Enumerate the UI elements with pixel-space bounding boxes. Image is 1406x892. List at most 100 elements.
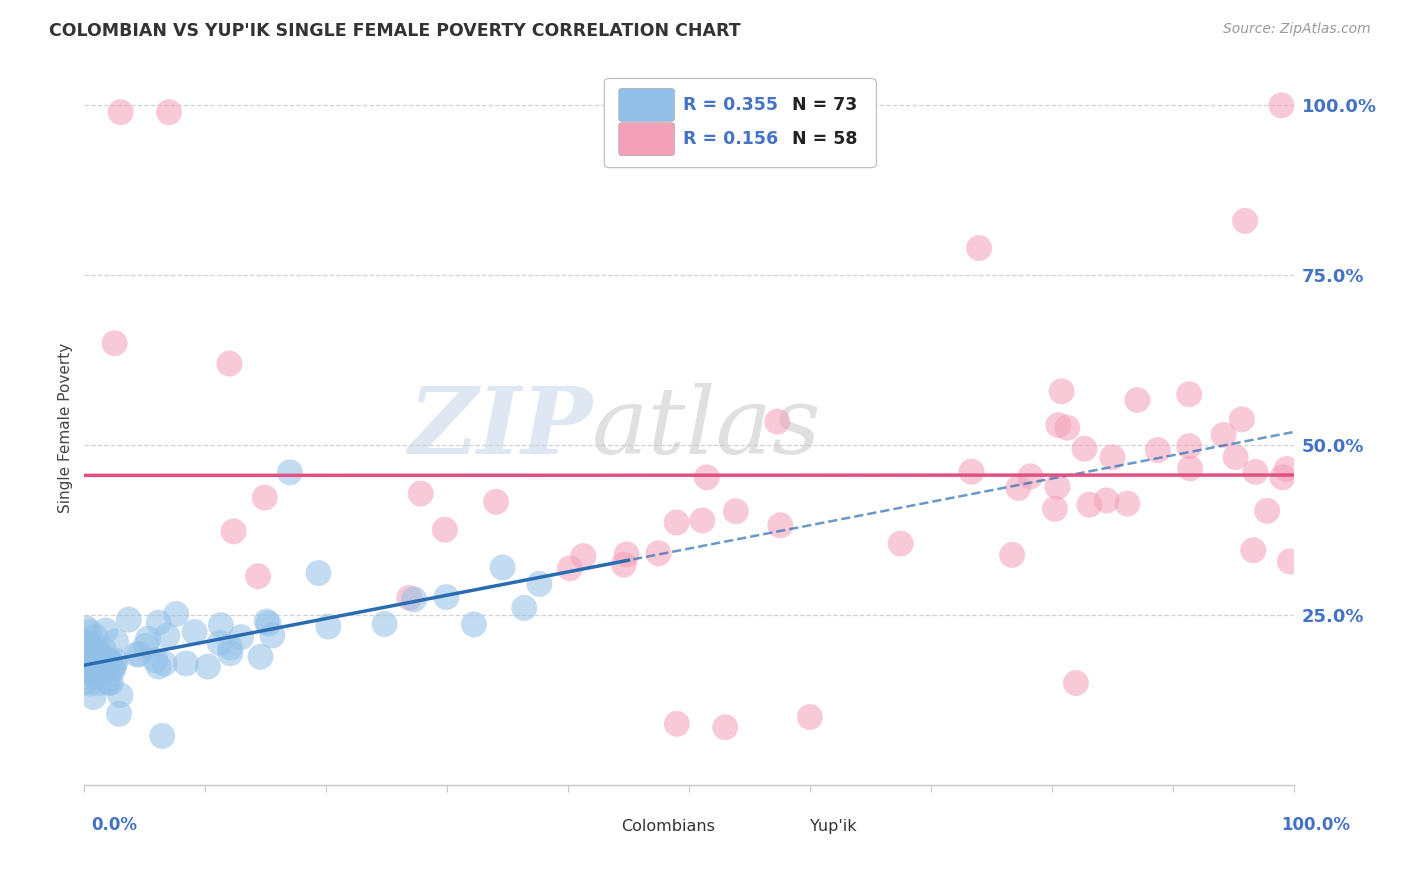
Point bbox=[222, 524, 245, 539]
Point bbox=[75, 660, 97, 674]
FancyBboxPatch shape bbox=[605, 78, 876, 168]
Point bbox=[97, 653, 120, 667]
Point bbox=[1095, 493, 1118, 508]
Point bbox=[148, 615, 170, 630]
Point bbox=[90, 655, 112, 669]
Point bbox=[82, 665, 104, 680]
Point bbox=[98, 654, 121, 668]
Point bbox=[93, 642, 115, 657]
Point bbox=[1073, 442, 1095, 456]
Text: R = 0.156: R = 0.156 bbox=[683, 130, 778, 148]
Point bbox=[218, 357, 240, 371]
Point bbox=[433, 523, 456, 537]
Point bbox=[1178, 461, 1201, 475]
Point bbox=[1270, 98, 1292, 112]
Point bbox=[105, 634, 128, 648]
Point bbox=[256, 615, 278, 629]
Text: Colombians: Colombians bbox=[621, 819, 716, 834]
Point bbox=[398, 591, 420, 605]
FancyBboxPatch shape bbox=[740, 812, 801, 840]
Point bbox=[80, 640, 103, 655]
Text: Source: ZipAtlas.com: Source: ZipAtlas.com bbox=[1223, 22, 1371, 37]
Point bbox=[100, 675, 122, 690]
Point bbox=[157, 105, 180, 120]
Point bbox=[1275, 462, 1298, 476]
Point bbox=[90, 667, 112, 681]
Point bbox=[257, 616, 280, 631]
Point bbox=[1078, 498, 1101, 512]
Point bbox=[1225, 450, 1247, 464]
Point bbox=[87, 676, 110, 690]
Point bbox=[616, 548, 638, 562]
Point bbox=[1043, 501, 1066, 516]
Point bbox=[1116, 497, 1139, 511]
Point bbox=[262, 628, 284, 642]
Point bbox=[75, 657, 97, 671]
Point bbox=[1256, 504, 1278, 518]
Point bbox=[278, 466, 301, 480]
Point bbox=[79, 676, 101, 690]
Point bbox=[87, 668, 110, 682]
Text: atlas: atlas bbox=[592, 384, 821, 473]
Y-axis label: Single Female Poverty: Single Female Poverty bbox=[58, 343, 73, 513]
Point bbox=[613, 558, 636, 572]
Point bbox=[229, 630, 252, 644]
Point bbox=[434, 590, 457, 604]
Point bbox=[197, 659, 219, 673]
Point bbox=[1234, 214, 1257, 228]
Point bbox=[799, 710, 821, 724]
Point bbox=[647, 546, 669, 560]
Point bbox=[75, 674, 97, 689]
Point bbox=[318, 619, 340, 633]
Point bbox=[374, 617, 396, 632]
Point bbox=[165, 607, 187, 621]
Point bbox=[135, 639, 157, 653]
Point bbox=[104, 654, 127, 668]
Point bbox=[1178, 387, 1201, 401]
Point bbox=[75, 663, 97, 677]
Text: 0.0%: 0.0% bbox=[91, 816, 138, 834]
Point bbox=[75, 649, 97, 664]
Point bbox=[148, 659, 170, 673]
Point bbox=[890, 536, 912, 550]
Point bbox=[247, 569, 270, 583]
Point bbox=[110, 688, 132, 702]
Point bbox=[409, 486, 432, 500]
Point bbox=[145, 653, 167, 667]
Point bbox=[208, 636, 231, 650]
Point bbox=[491, 560, 513, 574]
Point bbox=[1278, 554, 1301, 568]
Point bbox=[692, 513, 714, 527]
Point bbox=[108, 706, 131, 721]
Point bbox=[1126, 392, 1149, 407]
Point bbox=[253, 491, 276, 505]
Point bbox=[1064, 676, 1087, 690]
FancyBboxPatch shape bbox=[553, 812, 614, 840]
Point bbox=[960, 465, 983, 479]
Point bbox=[1056, 421, 1078, 435]
Point bbox=[308, 566, 330, 580]
Point bbox=[1241, 543, 1264, 558]
Point bbox=[75, 636, 97, 650]
Point bbox=[1001, 548, 1024, 562]
Point bbox=[104, 336, 127, 351]
Point bbox=[1050, 384, 1073, 399]
Point bbox=[136, 632, 159, 646]
Point bbox=[766, 415, 789, 429]
Point bbox=[75, 621, 97, 635]
Point bbox=[76, 653, 98, 667]
Point bbox=[97, 676, 120, 690]
Point bbox=[1212, 428, 1234, 442]
Point bbox=[174, 657, 197, 671]
Point bbox=[79, 637, 101, 651]
Text: COLOMBIAN VS YUP'IK SINGLE FEMALE POVERTY CORRELATION CHART: COLOMBIAN VS YUP'IK SINGLE FEMALE POVERT… bbox=[49, 22, 741, 40]
Point bbox=[696, 470, 718, 484]
FancyBboxPatch shape bbox=[619, 123, 675, 155]
Point bbox=[1244, 465, 1267, 479]
Point bbox=[1230, 412, 1253, 426]
Point bbox=[84, 630, 107, 644]
Point bbox=[209, 618, 232, 632]
Point bbox=[463, 617, 485, 632]
Point bbox=[87, 647, 110, 661]
Point bbox=[183, 625, 205, 640]
